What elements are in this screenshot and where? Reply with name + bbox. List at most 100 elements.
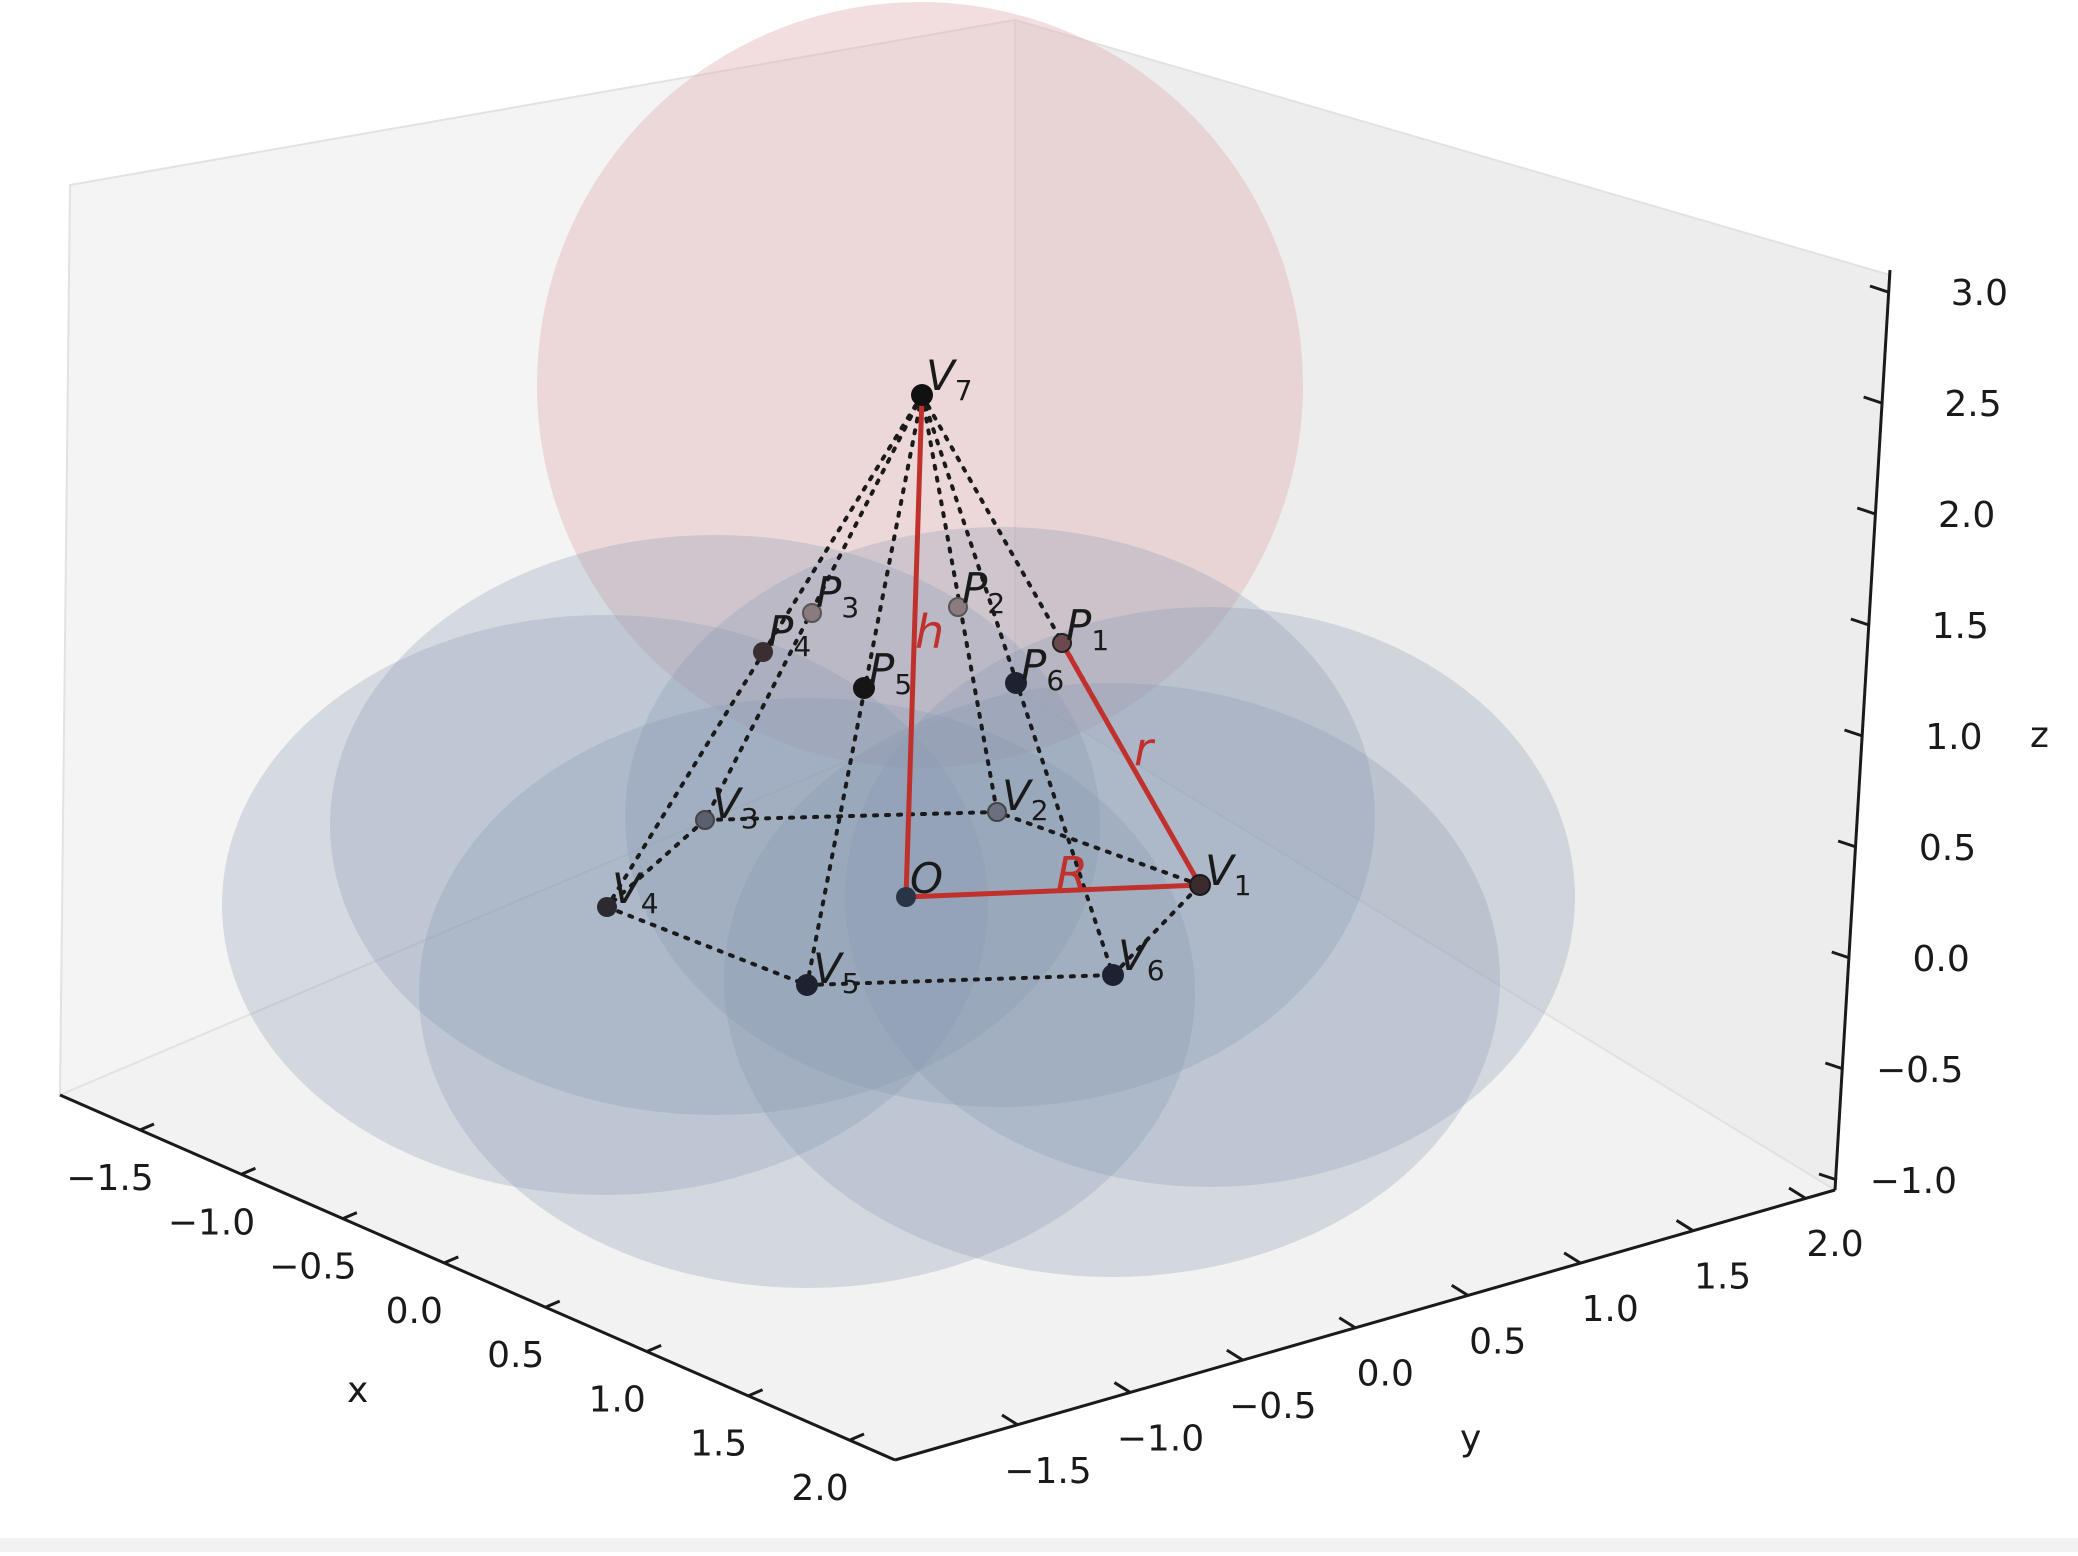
label-O: O xyxy=(910,854,943,903)
x-axis-title: x xyxy=(347,1370,368,1411)
point-V5 xyxy=(796,974,818,996)
point-P4 xyxy=(753,642,773,662)
points xyxy=(597,384,1211,996)
y-tick xyxy=(1001,1413,1019,1427)
z-tick xyxy=(1837,839,1857,849)
z-tick xyxy=(1818,1172,1838,1182)
z-axis-ticks: −1.0 −0.5 0.0 0.5 1.0 1.5 2.0 2.5 3.0 xyxy=(1818,273,2008,1202)
label-P1: P1 xyxy=(1066,601,1109,657)
x-tick xyxy=(240,1166,257,1176)
x-tick-label: 0.0 xyxy=(386,1291,443,1332)
z-tick xyxy=(1856,506,1876,516)
x-tick xyxy=(849,1432,865,1442)
x-axis-line xyxy=(59,1093,896,1462)
point-V2 xyxy=(987,802,1007,822)
point-O xyxy=(896,887,916,907)
highlight-segments xyxy=(903,392,1203,900)
z-tick-label: −0.5 xyxy=(1876,1050,1963,1091)
x-tick xyxy=(443,1255,459,1265)
z-axis-line xyxy=(1833,269,1892,1191)
segment-h xyxy=(903,392,925,900)
point-P6 xyxy=(1005,672,1027,694)
x-tick-label: 2.0 xyxy=(791,1468,848,1509)
z-tick-label: 0.5 xyxy=(1919,828,1976,869)
axis-lines xyxy=(59,269,1892,1462)
segment-label-h: h xyxy=(915,605,944,659)
z-tick-label: 2.5 xyxy=(1944,384,2001,425)
z-tick xyxy=(1831,950,1851,960)
bottom-edge-strip xyxy=(0,1538,2078,1552)
point-V1 xyxy=(1189,874,1211,896)
x-tick-label: −0.5 xyxy=(269,1247,356,1288)
x-tick-label: 1.5 xyxy=(690,1424,747,1465)
label-P4: P4 xyxy=(768,607,811,663)
x-tick xyxy=(747,1388,764,1398)
z-tick-label: 1.0 xyxy=(1925,717,1982,758)
edge-v5-v6 xyxy=(805,973,1115,987)
z-tick-label: 0.0 xyxy=(1912,939,1969,980)
x-axis-ticks: −1.5 −1.0 −0.5 0.0 0.5 1.0 1.5 2.0 xyxy=(66,1122,865,1509)
x-tick xyxy=(646,1344,662,1353)
edge-v1-v2 xyxy=(995,810,1202,887)
y-tick xyxy=(1563,1251,1581,1265)
point-P1 xyxy=(1052,633,1072,653)
edge-v4-v5 xyxy=(605,905,809,987)
edge-v3-v4 xyxy=(605,818,707,909)
label-V1: V1 xyxy=(1205,846,1252,902)
y-tick-label: 2.0 xyxy=(1806,1224,1863,1265)
point-P5 xyxy=(853,677,875,699)
segment-label-r: r xyxy=(1134,722,1156,776)
y-tick xyxy=(1226,1348,1244,1362)
point-V7 xyxy=(911,384,933,406)
y-axis-title: y xyxy=(1460,1418,1481,1459)
label-V7: V7 xyxy=(926,351,973,407)
point-V4 xyxy=(597,897,617,917)
y-tick-label: −1.5 xyxy=(1004,1451,1091,1492)
y-tick-label: 1.5 xyxy=(1694,1256,1751,1297)
y-tick-label: −0.5 xyxy=(1229,1386,1316,1427)
base-sphere-v1 xyxy=(845,607,1575,1187)
point-V3 xyxy=(695,810,715,830)
y-tick xyxy=(1113,1381,1132,1394)
label-P3: P3 xyxy=(816,568,859,624)
x-tick xyxy=(342,1211,358,1220)
y-axis-line xyxy=(894,1188,1836,1462)
axis-panes xyxy=(57,18,1892,1462)
y-tick xyxy=(1450,1284,1469,1297)
label-V2: V2 xyxy=(1002,771,1049,827)
label-V4: V4 xyxy=(612,864,659,920)
x-tick xyxy=(545,1299,561,1309)
y-tick-label: −1.0 xyxy=(1117,1419,1204,1460)
x-tick xyxy=(139,1122,155,1132)
z-tick-label: 1.5 xyxy=(1932,606,1989,647)
label-V5: V5 xyxy=(813,944,860,1000)
z-tick xyxy=(1824,1061,1844,1071)
y-tick xyxy=(1675,1219,1694,1232)
x-tick-label: 1.0 xyxy=(589,1379,646,1420)
y-tick-label: 0.5 xyxy=(1469,1321,1526,1362)
x-tick-label: 0.5 xyxy=(487,1335,544,1376)
y-tick-label: 0.0 xyxy=(1357,1354,1414,1395)
segment-r xyxy=(1059,640,1203,888)
y-tick-label: 1.0 xyxy=(1582,1289,1639,1330)
label-P2: P2 xyxy=(962,564,1005,620)
point-P2 xyxy=(948,597,968,617)
edge-v2-v3 xyxy=(703,810,999,822)
y-tick xyxy=(1788,1186,1806,1200)
edge-v6-v1 xyxy=(1111,883,1202,977)
y-axis-ticks: −1.5 −1.0 −0.5 0.0 0.5 1.0 1.5 2.0 xyxy=(1001,1186,1864,1492)
segment-R xyxy=(903,882,1203,900)
y-tick xyxy=(1338,1316,1357,1329)
z-tick-label: 3.0 xyxy=(1951,273,2008,314)
label-V6: V6 xyxy=(1118,931,1165,987)
point-labels: O V1 V2 V3 V4 V5 V6 V7 P1 P2 P3 P4 P5 P6 xyxy=(612,351,1252,1000)
point-V6 xyxy=(1102,964,1124,986)
x-tick-label: −1.5 xyxy=(66,1158,153,1199)
z-tick-label: 2.0 xyxy=(1938,495,1995,536)
base-sphere-v3 xyxy=(330,535,1100,1115)
z-tick xyxy=(1863,395,1883,405)
z-tick xyxy=(1869,284,1889,294)
segment-label-R: R xyxy=(1056,847,1088,901)
x-tick-label: −1.0 xyxy=(168,1202,255,1243)
